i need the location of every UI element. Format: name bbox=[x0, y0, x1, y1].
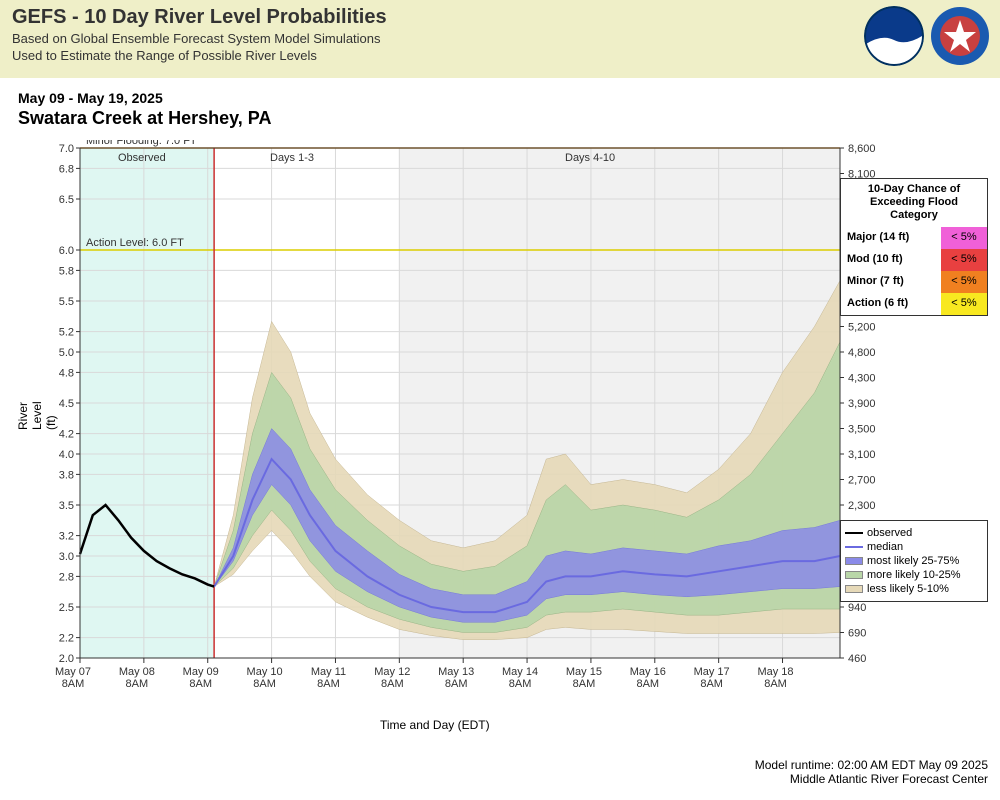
svg-text:5.2: 5.2 bbox=[59, 327, 74, 339]
legend-label: median bbox=[867, 541, 903, 553]
x-tick-label: May 12 8AM bbox=[367, 666, 417, 690]
svg-text:2,300: 2,300 bbox=[848, 500, 876, 512]
section-days13: Days 1-3 bbox=[270, 152, 314, 164]
svg-text:5.5: 5.5 bbox=[59, 296, 74, 308]
legend-item: more likely 10-25% bbox=[845, 569, 983, 581]
flood-percent: < 5% bbox=[941, 271, 987, 293]
flood-probability-box: 10-Day Chance of Exceeding Flood Categor… bbox=[840, 178, 988, 316]
svg-text:Minor Flooding: 7.0 FT: Minor Flooding: 7.0 FT bbox=[86, 140, 197, 147]
x-tick-label: May 09 8AM bbox=[176, 666, 226, 690]
flood-row: Action (6 ft)< 5% bbox=[841, 293, 987, 315]
x-tick-label: May 18 8AM bbox=[751, 666, 801, 690]
x-tick-label: May 15 8AM bbox=[559, 666, 609, 690]
svg-text:5.8: 5.8 bbox=[59, 265, 74, 277]
x-tick-label: May 16 8AM bbox=[623, 666, 673, 690]
section-observed: Observed bbox=[118, 152, 166, 164]
svg-text:4,300: 4,300 bbox=[848, 373, 876, 385]
flood-box-title: 10-Day Chance of Exceeding Flood Categor… bbox=[841, 179, 987, 227]
section-days410: Days 4-10 bbox=[565, 152, 615, 164]
svg-text:5,200: 5,200 bbox=[848, 322, 876, 334]
flood-percent: < 5% bbox=[941, 227, 987, 249]
legend-swatch bbox=[845, 571, 863, 579]
legend-swatch bbox=[845, 546, 863, 548]
x-tick-label: May 10 8AM bbox=[240, 666, 290, 690]
header-sub1: Based on Global Ensemble Forecast System… bbox=[12, 31, 988, 46]
forecast-center: Middle Atlantic River Forecast Center bbox=[755, 772, 988, 786]
flood-percent: < 5% bbox=[941, 249, 987, 271]
x-axis-label: Time and Day (EDT) bbox=[380, 718, 490, 732]
svg-text:5.0: 5.0 bbox=[59, 347, 74, 359]
x-tick-label: May 13 8AM bbox=[431, 666, 481, 690]
legend-item: less likely 5-10% bbox=[845, 583, 983, 595]
svg-text:3,900: 3,900 bbox=[848, 398, 876, 410]
model-runtime: Model runtime: 02:00 AM EDT May 09 2025 bbox=[755, 758, 988, 772]
legend-swatch bbox=[845, 557, 863, 565]
flood-percent: < 5% bbox=[941, 293, 987, 315]
svg-text:3.5: 3.5 bbox=[59, 500, 74, 512]
svg-text:6.0: 6.0 bbox=[59, 245, 74, 257]
noaa-logo-icon bbox=[864, 6, 924, 66]
svg-text:4.0: 4.0 bbox=[59, 449, 74, 461]
svg-text:Action Level: 6.0 FT: Action Level: 6.0 FT bbox=[86, 237, 184, 249]
legend-label: more likely 10-25% bbox=[867, 569, 961, 581]
svg-text:4.8: 4.8 bbox=[59, 367, 74, 379]
legend-label: observed bbox=[867, 527, 912, 539]
svg-text:6.8: 6.8 bbox=[59, 163, 74, 175]
x-tick-label: May 17 8AM bbox=[687, 666, 737, 690]
x-tick-label: May 11 8AM bbox=[303, 666, 353, 690]
flood-row: Major (14 ft)< 5% bbox=[841, 227, 987, 249]
flood-category: Major (14 ft) bbox=[841, 227, 941, 249]
footer: Model runtime: 02:00 AM EDT May 09 2025 … bbox=[755, 758, 988, 786]
date-range: May 09 - May 19, 2025 bbox=[18, 90, 1000, 106]
header: GEFS - 10 Day River Level Probabilities … bbox=[0, 0, 1000, 78]
svg-text:690: 690 bbox=[848, 628, 866, 640]
logos bbox=[864, 6, 990, 66]
svg-text:3,100: 3,100 bbox=[848, 449, 876, 461]
svg-text:460: 460 bbox=[848, 653, 866, 665]
header-title: GEFS - 10 Day River Level Probabilities bbox=[12, 6, 988, 29]
svg-text:3.2: 3.2 bbox=[59, 531, 74, 543]
legend-label: less likely 5-10% bbox=[867, 583, 949, 595]
legend-item: median bbox=[845, 541, 983, 553]
flood-category: Action (6 ft) bbox=[841, 293, 941, 315]
flood-category: Mod (10 ft) bbox=[841, 249, 941, 271]
y-left-label: River Level (ft) bbox=[16, 401, 58, 430]
svg-text:2.0: 2.0 bbox=[59, 653, 74, 665]
svg-text:8,600: 8,600 bbox=[848, 143, 876, 155]
svg-text:4.5: 4.5 bbox=[59, 398, 74, 410]
svg-text:4.2: 4.2 bbox=[59, 429, 74, 441]
legend-swatch bbox=[845, 532, 863, 534]
svg-text:4,800: 4,800 bbox=[848, 347, 876, 359]
legend-swatch bbox=[845, 585, 863, 593]
x-tick-label: May 07 8AM bbox=[48, 666, 98, 690]
legend: observed median most likely 25-75% more lik… bbox=[840, 520, 988, 602]
legend-label: most likely 25-75% bbox=[867, 555, 959, 567]
svg-text:7.0: 7.0 bbox=[59, 143, 74, 155]
svg-text:940: 940 bbox=[848, 602, 866, 614]
x-tick-label: May 14 8AM bbox=[495, 666, 545, 690]
flood-category: Minor (7 ft) bbox=[841, 271, 941, 293]
x-tick-label: May 08 8AM bbox=[112, 666, 162, 690]
svg-text:2.8: 2.8 bbox=[59, 571, 74, 583]
svg-text:2.5: 2.5 bbox=[59, 602, 74, 614]
legend-item: observed bbox=[845, 527, 983, 539]
svg-text:6.5: 6.5 bbox=[59, 194, 74, 206]
location: Swatara Creek at Hershey, PA bbox=[18, 108, 1000, 129]
header-sub2: Used to Estimate the Range of Possible R… bbox=[12, 48, 988, 63]
flood-row: Mod (10 ft)< 5% bbox=[841, 249, 987, 271]
svg-text:3.0: 3.0 bbox=[59, 551, 74, 563]
svg-text:2,700: 2,700 bbox=[848, 475, 876, 487]
nws-logo-icon bbox=[930, 6, 990, 66]
flood-row: Minor (7 ft)< 5% bbox=[841, 271, 987, 293]
legend-item: most likely 25-75% bbox=[845, 555, 983, 567]
svg-text:2.2: 2.2 bbox=[59, 633, 74, 645]
svg-text:3,500: 3,500 bbox=[848, 424, 876, 436]
svg-text:3.8: 3.8 bbox=[59, 469, 74, 481]
